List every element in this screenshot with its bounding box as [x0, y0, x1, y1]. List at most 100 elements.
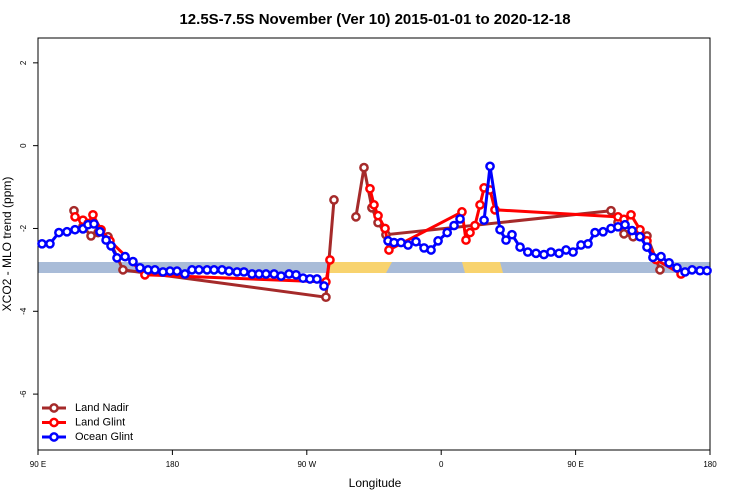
data-point — [194, 265, 204, 275]
data-point — [88, 209, 98, 220]
data-point — [172, 266, 182, 276]
legend-marker — [49, 403, 59, 413]
land-band — [326, 262, 392, 273]
data-point — [411, 236, 421, 247]
data-point — [209, 265, 219, 275]
data-point — [239, 267, 249, 277]
y-axis-label: XCO2 - MLO trend (ppm) — [0, 177, 14, 312]
x-axis-label: Longitude — [349, 476, 402, 490]
data-point — [112, 253, 122, 263]
data-point — [120, 251, 130, 262]
data-point — [620, 219, 630, 230]
x-tick-label: 180 — [166, 460, 180, 469]
data-point — [351, 212, 361, 222]
data-point — [442, 227, 453, 238]
y-tick-label: 0 — [19, 143, 28, 148]
data-point — [687, 265, 697, 275]
data-point — [590, 227, 600, 238]
y-tick-label: 2 — [19, 60, 28, 65]
legend-label: Land Nadir — [75, 402, 129, 414]
data-point — [276, 271, 286, 281]
data-point — [380, 223, 390, 234]
data-point — [470, 220, 480, 231]
data-point — [522, 247, 533, 257]
data-point — [479, 215, 489, 226]
data-point — [321, 292, 331, 303]
x-tick-label: 90 E — [30, 460, 46, 469]
x-tick-label: 0 — [439, 460, 444, 469]
data-point — [635, 231, 645, 242]
data-point — [583, 238, 593, 249]
legend-marker — [49, 432, 59, 442]
data-point — [89, 219, 99, 229]
data-point — [495, 224, 505, 235]
data-point — [373, 210, 383, 221]
y-tick-label: -2 — [19, 224, 28, 232]
data-point — [150, 265, 160, 275]
y-tick-label: -4 — [19, 307, 28, 315]
data-point — [626, 209, 636, 220]
x-tick-label: 90 E — [567, 460, 583, 469]
land-band — [462, 262, 503, 273]
data-point — [426, 245, 436, 255]
data-point — [359, 162, 369, 173]
data-point — [261, 269, 271, 279]
data-point — [648, 252, 658, 263]
x-tick-label: 180 — [703, 460, 717, 469]
plot-frame — [37, 37, 711, 451]
data-point — [546, 247, 556, 257]
data-point — [45, 238, 55, 249]
data-point — [128, 256, 138, 267]
legend-label: Ocean Glint — [75, 431, 133, 443]
data-point — [475, 200, 485, 210]
data-point — [702, 265, 712, 276]
data-point — [485, 161, 495, 172]
data-point — [312, 274, 322, 284]
data-point — [515, 242, 525, 252]
data-point — [70, 212, 80, 222]
data-point — [531, 248, 541, 259]
data-point — [106, 241, 116, 251]
data-point — [135, 262, 145, 273]
data-point — [101, 235, 111, 245]
y-tick-label: -6 — [19, 390, 28, 398]
x-tick-label: 90 W — [297, 460, 316, 469]
data-point — [664, 257, 674, 268]
legend-label: Land Glint — [75, 416, 125, 428]
data-point — [369, 200, 379, 210]
data-point — [449, 220, 459, 231]
data-point — [656, 251, 666, 262]
surface-band — [38, 262, 710, 273]
data-point — [507, 229, 517, 240]
data-point — [224, 266, 234, 276]
data-point — [433, 236, 443, 246]
data-point — [465, 227, 475, 238]
chart-title: 12.5S-7.5S November (Ver 10) 2015-01-01 … — [179, 11, 570, 28]
data-point — [501, 235, 511, 245]
data-point — [95, 226, 105, 237]
data-point — [180, 269, 190, 279]
data-point — [54, 227, 64, 238]
data-point — [70, 224, 80, 235]
data-point — [329, 195, 339, 205]
data-point — [627, 225, 637, 236]
data-point — [655, 265, 665, 275]
data-point — [118, 265, 128, 275]
data-point — [455, 214, 465, 224]
data-point — [319, 281, 329, 291]
data-point — [384, 245, 394, 255]
data-point — [619, 229, 629, 239]
data-point — [606, 205, 616, 216]
data-point — [325, 255, 335, 265]
data-point — [461, 235, 471, 245]
data-point — [62, 226, 72, 237]
data-point — [672, 262, 682, 273]
data-point — [642, 242, 652, 252]
legend-marker — [49, 417, 59, 428]
data-point — [598, 226, 608, 237]
data-point — [568, 247, 578, 257]
data-point — [37, 238, 47, 249]
data-point — [403, 240, 413, 250]
data-point — [365, 183, 375, 194]
